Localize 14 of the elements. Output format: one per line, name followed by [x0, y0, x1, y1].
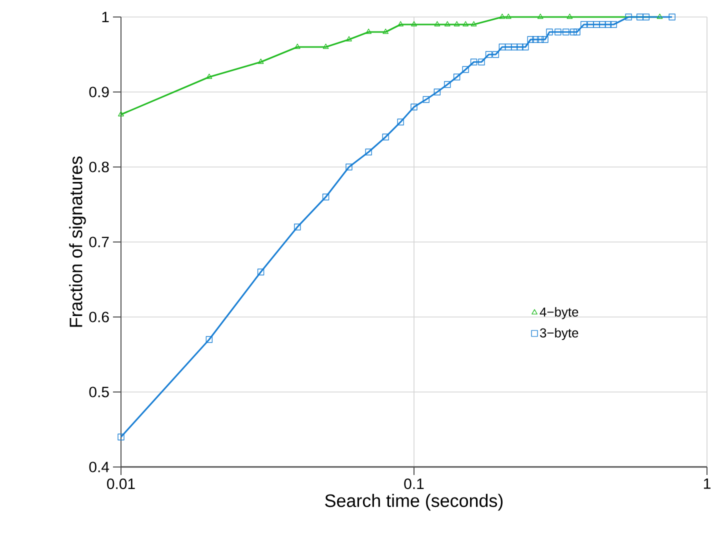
y-tick-label: 1 — [102, 12, 109, 22]
y-tick-label: 0.5 — [89, 386, 109, 398]
x-tick-label: 1 — [704, 478, 710, 489]
x-axis-title: Search time (seconds) — [325, 494, 503, 511]
y-axis-title: Fraction of signatures — [69, 156, 86, 327]
y-tick-label: 0.9 — [89, 86, 109, 98]
x-tick-label: 0.01 — [107, 478, 135, 490]
y-tick-label: 0.4 — [89, 462, 110, 472]
legend-label: 4−byte — [540, 307, 578, 320]
y-tick-label: 0.6 — [89, 312, 109, 322]
legend-label: 3−byte — [540, 328, 578, 340]
y-tick-label: 0.8 — [89, 162, 109, 172]
x-tick-label: 0.1 — [404, 478, 424, 490]
y-tick-label: 0.7 — [89, 236, 109, 248]
